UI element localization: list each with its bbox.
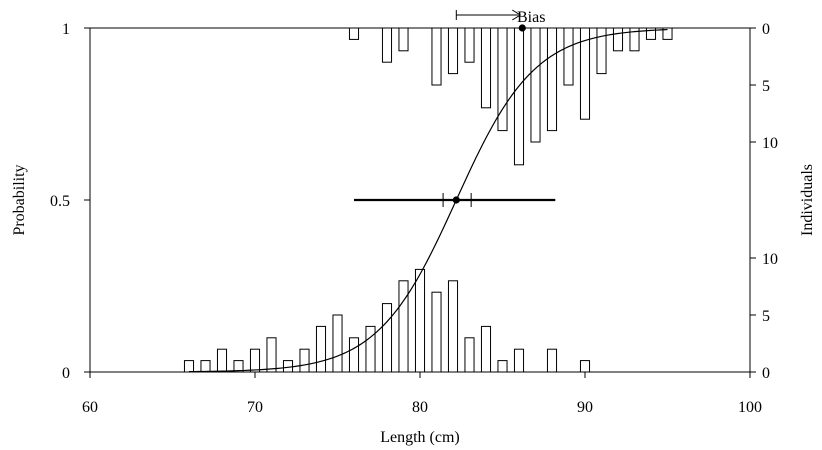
- bottom-bar: [447, 280, 459, 373]
- bottom-bar: [464, 337, 475, 373]
- top-bar: [381, 27, 393, 63]
- top-bar: [398, 27, 409, 52]
- x-tick-label: 80: [412, 399, 428, 416]
- top-bar: [645, 27, 657, 40]
- top-bar: [579, 27, 591, 120]
- bottom-bar: [480, 325, 492, 373]
- top-bar: [348, 27, 360, 40]
- bottom-bar: [233, 360, 244, 373]
- x-tick-label: 100: [738, 399, 762, 416]
- top-point: [518, 24, 526, 32]
- bottom-bar: [183, 360, 195, 373]
- bias-label: Bias: [517, 9, 545, 26]
- top-histogram: [348, 27, 673, 166]
- bottom-bar: [365, 325, 376, 373]
- right-bottom-tick-label: 10: [762, 251, 778, 268]
- top-bar: [629, 27, 640, 52]
- right-top-tick-label: 10: [762, 135, 778, 152]
- top-bar: [464, 27, 475, 63]
- right-bottom-tick-label: 5: [762, 308, 770, 325]
- bias-arrow-head: [512, 9, 522, 21]
- top-bar: [563, 27, 574, 86]
- bottom-bar: [266, 337, 277, 373]
- top-bar: [447, 27, 459, 75]
- bottom-bar: [249, 348, 261, 373]
- bottom-bar: [381, 303, 393, 373]
- annotations: [354, 9, 556, 207]
- bottom-bar: [414, 268, 426, 373]
- top-bar: [530, 27, 541, 143]
- bottom-bar: [315, 325, 327, 373]
- mid-point: [452, 196, 460, 204]
- bottom-bar: [348, 337, 360, 373]
- right-bottom-tick-label: 0: [762, 365, 770, 382]
- top-bar: [480, 27, 492, 109]
- bottom-bar: [546, 348, 558, 373]
- y-tick-label: 0.5: [50, 193, 70, 210]
- bottom-histogram: [183, 268, 591, 373]
- top-bar: [612, 27, 624, 52]
- bottom-bar: [282, 360, 294, 373]
- x-tick-label: 90: [577, 399, 593, 416]
- bottom-bar: [579, 360, 591, 373]
- bottom-bar: [398, 280, 409, 373]
- y-axis-label-right: Individuals: [799, 164, 816, 236]
- bottom-bar: [216, 348, 228, 373]
- y-tick-label: 0: [62, 365, 70, 382]
- top-bar: [513, 27, 525, 166]
- bottom-bar: [497, 360, 508, 373]
- right-top-tick-label: 5: [762, 78, 770, 95]
- bottom-bar: [299, 348, 310, 373]
- y-axis-label-left: Probability: [11, 164, 28, 235]
- logistic-curve: [188, 28, 668, 373]
- bottom-bar: [200, 360, 211, 373]
- bottom-bar: [513, 348, 525, 373]
- bottom-bar: [431, 291, 442, 373]
- top-bar: [546, 27, 558, 132]
- top-bar: [662, 27, 673, 40]
- right-top-tick-label: 0: [762, 21, 770, 38]
- bottom-bar: [332, 314, 343, 373]
- x-tick-label: 70: [247, 399, 263, 416]
- x-axis-label: Length (cm): [380, 429, 460, 446]
- top-bar: [431, 27, 442, 86]
- top-bar: [596, 27, 607, 75]
- y-tick-label: 1: [62, 21, 70, 38]
- top-bar: [497, 27, 508, 132]
- x-tick-label: 60: [82, 399, 98, 416]
